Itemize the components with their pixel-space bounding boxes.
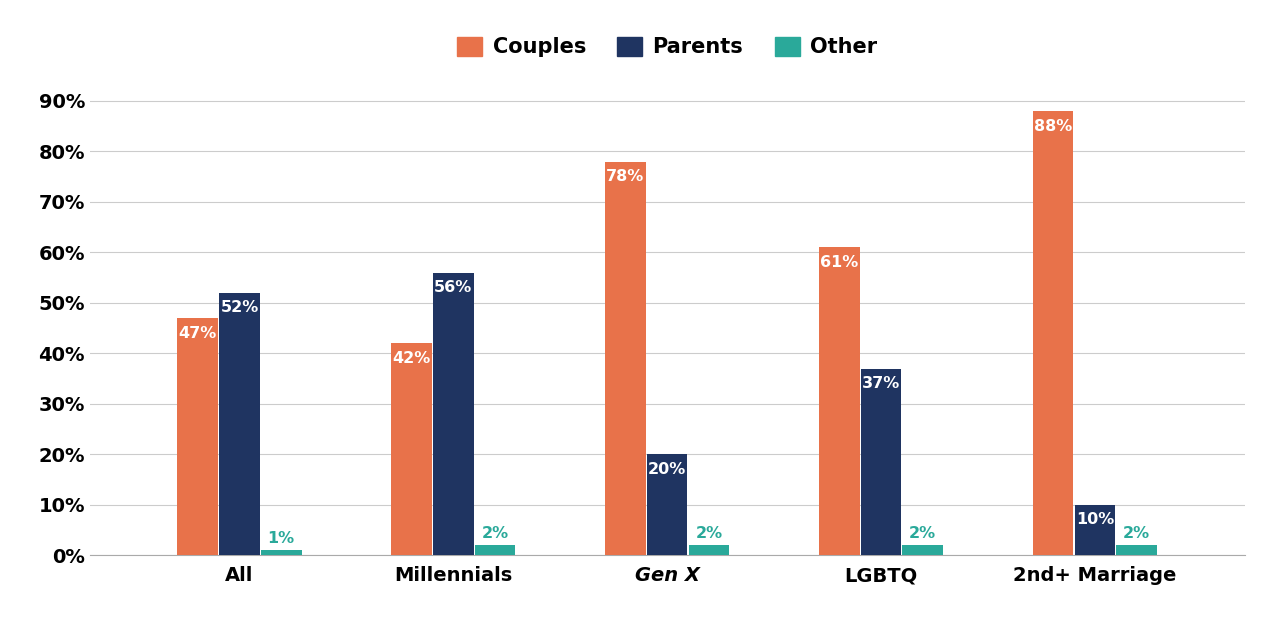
Bar — [177, 318, 218, 555]
Bar — [1116, 545, 1157, 555]
Text: 47%: 47% — [178, 326, 217, 341]
Legend: Couples, Parents, Other: Couples, Parents, Other — [449, 28, 885, 66]
Text: 88%: 88% — [1034, 119, 1073, 134]
Text: 2%: 2% — [695, 526, 722, 541]
Bar — [647, 454, 688, 555]
Bar — [475, 545, 516, 555]
Text: 37%: 37% — [862, 376, 901, 391]
Text: 52%: 52% — [221, 300, 259, 316]
Text: 78%: 78% — [607, 169, 644, 184]
Bar — [1033, 111, 1074, 555]
Text: 20%: 20% — [648, 462, 686, 477]
Bar — [606, 162, 645, 555]
Text: 2%: 2% — [481, 526, 508, 541]
Bar — [219, 293, 259, 555]
Text: 1%: 1% — [268, 531, 295, 546]
Text: 42%: 42% — [393, 351, 431, 366]
Bar — [1075, 505, 1115, 555]
Bar — [689, 545, 729, 555]
Bar — [819, 247, 860, 555]
Bar — [391, 343, 432, 555]
Text: 61%: 61% — [820, 255, 858, 270]
Text: 2%: 2% — [910, 526, 937, 541]
Bar — [902, 545, 943, 555]
Text: 56%: 56% — [434, 280, 472, 295]
Bar — [861, 369, 901, 555]
Text: 2%: 2% — [1123, 526, 1150, 541]
Bar — [260, 550, 302, 555]
Bar — [434, 273, 473, 555]
Text: 10%: 10% — [1075, 512, 1114, 528]
